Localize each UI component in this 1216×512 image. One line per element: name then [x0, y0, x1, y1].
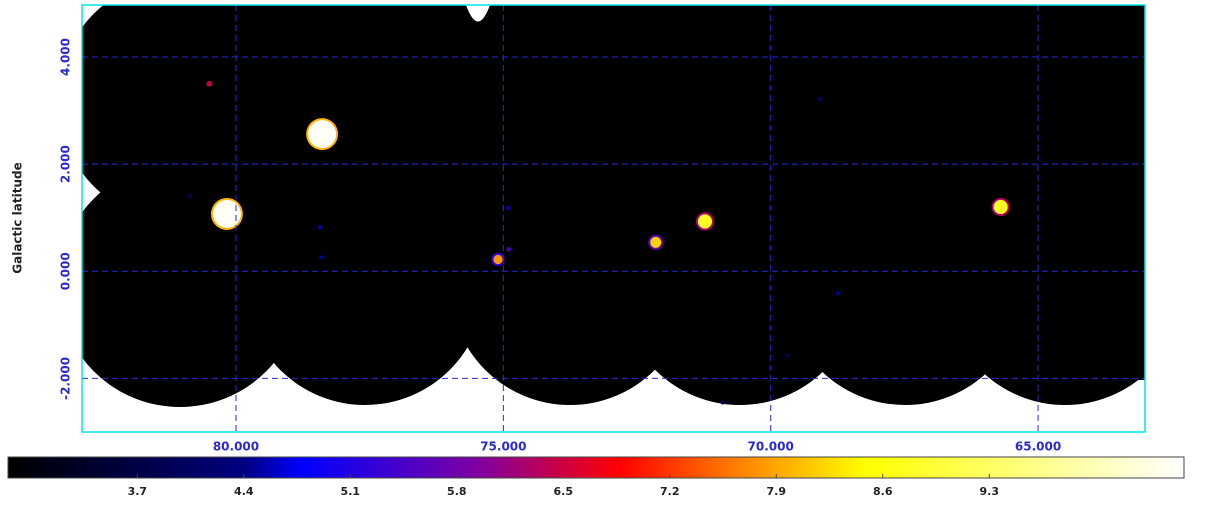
colorbar-tick-label: 4.4	[234, 485, 254, 498]
source	[318, 255, 324, 260]
colorbar-tick-label: 6.5	[554, 485, 574, 498]
y-tick-label: 2.000	[59, 145, 73, 183]
colorbar-tick-label: 7.9	[767, 485, 787, 498]
source	[505, 206, 510, 211]
source	[817, 97, 822, 102]
source	[506, 247, 511, 252]
source	[317, 225, 322, 230]
source	[784, 353, 789, 358]
source	[308, 120, 337, 149]
source	[188, 194, 193, 199]
colorbar-tick-label: 9.3	[980, 485, 1000, 498]
colorbar-tick-label: 5.1	[341, 485, 361, 498]
x-tick-label: 65.000	[1015, 440, 1061, 454]
source	[697, 214, 712, 229]
colorbar-tick-label: 8.6	[873, 485, 893, 498]
source	[993, 199, 1008, 215]
x-tick-label: 75.000	[480, 440, 526, 454]
y-tick-label: -2.000	[59, 357, 73, 400]
y-tick-label: 0.000	[59, 252, 73, 290]
plot-frame	[81, 4, 1146, 433]
source	[720, 400, 725, 405]
x-tick-label: 70.000	[748, 440, 794, 454]
x-tick-label: 80.000	[213, 440, 259, 454]
source	[206, 80, 213, 87]
source	[493, 254, 503, 265]
colorbar-tick-label: 5.8	[447, 485, 467, 498]
source	[835, 291, 840, 296]
source	[212, 199, 241, 228]
colorbar	[7, 456, 1185, 479]
colorbar-tick-label: 7.2	[660, 485, 680, 498]
plot-layer	[82, 5, 1145, 432]
y-axis-label: Galactic latitude	[11, 162, 25, 273]
y-tick-label: 4.000	[59, 38, 73, 76]
colorbar-tick-label: 3.7	[128, 485, 148, 498]
source	[650, 236, 662, 248]
